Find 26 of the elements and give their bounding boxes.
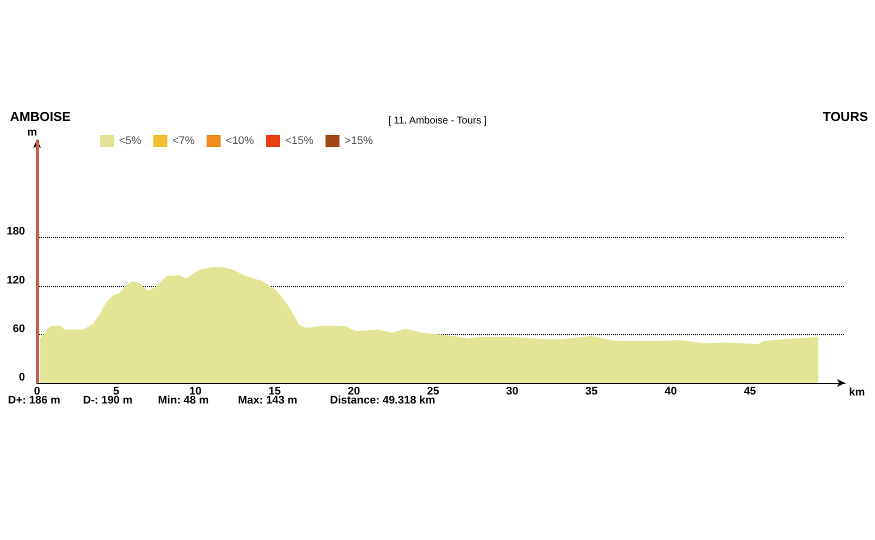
text: Min: 48 m [158, 394, 209, 406]
text: AMBOISE [10, 109, 71, 124]
y-axis-title: m [27, 126, 38, 138]
y-tick-label: 60 [12, 322, 25, 335]
x-tick-label: 25 [426, 386, 440, 398]
text: Max: 143 m [238, 394, 298, 406]
text: D+: 186 m [8, 394, 60, 406]
x-axis-title: km [849, 386, 866, 398]
x-tick-label: 45 [744, 386, 756, 398]
y-tick-label: 180 [6, 226, 25, 238]
y-tick-label: 120 [6, 274, 25, 286]
text: TOURS [822, 109, 868, 124]
chart-title: [ 11. Amboise - Tours ] [388, 116, 487, 126]
legend-label: <10% [226, 135, 254, 147]
legend-label: >15% [344, 135, 374, 147]
legend-label: <7% [172, 135, 195, 147]
legend-label: <15% [285, 135, 314, 147]
legend-label: <5% [119, 135, 142, 147]
x-tick-label: 30 [506, 386, 518, 398]
x-tick-label: 35 [585, 386, 598, 398]
y-tick-label: 0 [18, 372, 25, 384]
text: Distance: 49.318 km [330, 394, 436, 406]
x-tick-label: 20 [348, 386, 360, 398]
x-tick-label: 40 [664, 386, 677, 398]
x-tick-label: 5 [113, 386, 120, 398]
text: D-: 190 m [83, 394, 133, 406]
